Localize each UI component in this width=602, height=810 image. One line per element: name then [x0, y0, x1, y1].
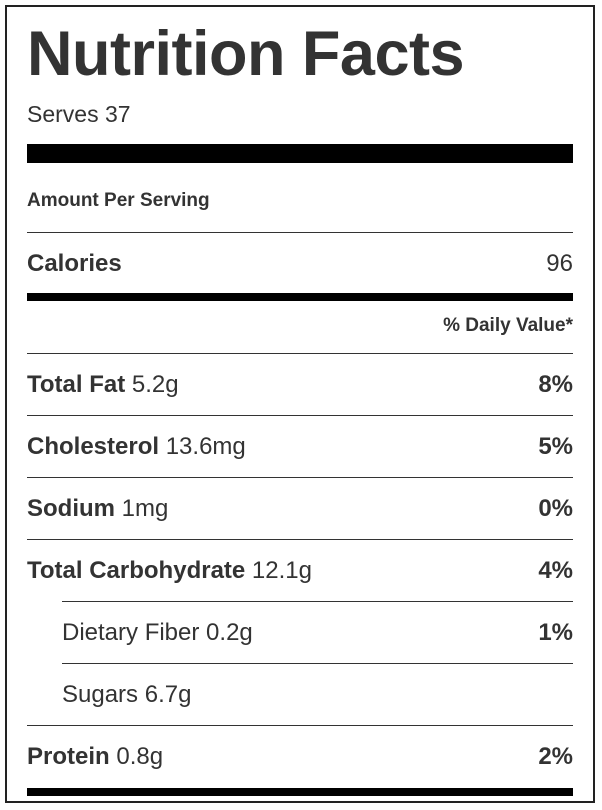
nutrient-name: Total Carbohydrate — [27, 557, 246, 584]
calories-label: Calories — [27, 250, 122, 277]
nutrient-row-total-carbohydrate: Total Carbohydrate 12.1g 4% — [27, 541, 573, 601]
nutrient-amount: 13.6mg — [165, 433, 246, 460]
amount-per-serving-label: Amount Per Serving — [27, 190, 210, 211]
nutrient-amount: 0.8g — [116, 743, 164, 770]
nutrient-row-cholesterol: Cholesterol 13.6mg 5% — [27, 417, 573, 477]
nutrient-name: Dietary Fiber — [62, 619, 200, 646]
nutrient-amount: 12.1g — [251, 557, 312, 584]
nutrient-name: Protein — [27, 743, 110, 770]
nutrient-daily-value: 1% — [538, 619, 573, 646]
thick-divider-top — [27, 144, 573, 163]
nutrient-row-sugars: Sugars 6.7g — [62, 665, 573, 725]
divider — [27, 477, 573, 478]
calories-value: 96 — [546, 250, 573, 277]
nutrition-facts-label: Nutrition Facts Serves 37 Amount Per Ser… — [5, 5, 595, 803]
nutrient-amount: 1mg — [121, 495, 169, 522]
nutrient-amount: 0.2g — [206, 619, 253, 646]
nutrient-name: Cholesterol — [27, 433, 160, 460]
divider — [27, 232, 573, 233]
thick-divider-bottom — [27, 788, 573, 796]
divider — [62, 601, 573, 602]
nutrient-name: Total Fat — [27, 371, 126, 398]
nutrient-daily-value: 4% — [538, 557, 573, 584]
daily-value-header-row: % Daily Value* — [27, 299, 573, 353]
divider — [27, 539, 573, 540]
nutrient-row-total-fat: Total Fat 5.2g 8% — [27, 355, 573, 415]
divider — [62, 663, 573, 664]
nutrient-daily-value: 5% — [538, 433, 573, 460]
label-content: Nutrition Facts Serves 37 Amount Per Ser… — [27, 7, 573, 801]
nutrient-amount: 5.2g — [131, 371, 179, 398]
divider — [27, 725, 573, 726]
divider — [27, 415, 573, 416]
label-title: Nutrition Facts — [27, 19, 465, 89]
nutrient-daily-value: 2% — [538, 743, 573, 770]
daily-value-header: % Daily Value* — [443, 315, 573, 336]
calories-row: Calories 96 — [27, 234, 573, 294]
nutrient-daily-value: 8% — [538, 371, 573, 398]
nutrient-name: Sugars — [62, 681, 139, 708]
nutrient-row-dietary-fiber: Dietary Fiber 0.2g 1% — [62, 603, 573, 663]
nutrient-row-sodium: Sodium 1mg 0% — [27, 479, 573, 539]
nutrient-name: Sodium — [27, 495, 115, 522]
nutrient-amount: 6.7g — [144, 681, 192, 708]
nutrient-row-protein: Protein 0.8g 2% — [27, 727, 573, 787]
divider — [27, 353, 573, 354]
medium-divider — [27, 293, 573, 301]
amount-per-serving-row: Amount Per Serving — [27, 171, 573, 231]
servings-text: Serves 37 — [27, 101, 131, 127]
nutrient-daily-value: 0% — [538, 495, 573, 522]
